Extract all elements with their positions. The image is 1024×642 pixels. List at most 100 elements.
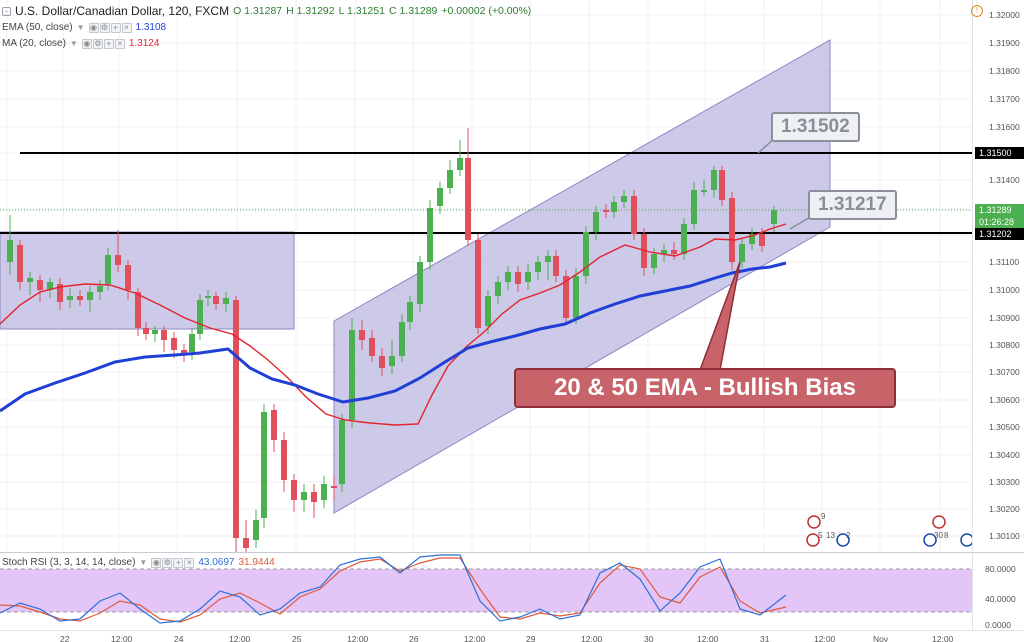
candle-body xyxy=(171,338,177,350)
resistance-price-tag: 1.31500 xyxy=(975,147,1024,159)
stoch-legend-label[interactable]: Stoch RSI (3, 3, 14, 14, close) xyxy=(2,557,136,568)
add-icon[interactable]: + xyxy=(173,557,184,568)
add-icon[interactable]: + xyxy=(103,38,114,49)
indicator-buttons[interactable]: ◉ ⚙ + × xyxy=(81,38,125,49)
stoch-legend[interactable]: Stoch RSI (3, 3, 14, 14, close) ▼ ◉ ⚙ + … xyxy=(2,557,275,568)
ema-legend[interactable]: EMA (50, close) ▼ ◉ ⚙ + × 1.3108 xyxy=(2,22,166,33)
time-tick-label: 12:00 xyxy=(581,634,603,642)
price-chart-pane[interactable]: 9 5 13 2 30 8 5 − U.S. Dollar/Canadian D… xyxy=(0,0,978,552)
ma-legend-value: 1.3124 xyxy=(128,38,160,49)
candle-body xyxy=(349,330,355,420)
ma-legend[interactable]: MA (20, close) ▼ ◉ ⚙ + × 1.3124 xyxy=(2,38,159,49)
price-tick-label: 1.30700 xyxy=(989,367,1020,377)
time-tick-label: 12:00 xyxy=(347,634,369,642)
event-badge-count: 5 xyxy=(818,531,823,540)
candle-body xyxy=(749,234,755,244)
candle-body xyxy=(691,190,697,224)
candle-body xyxy=(759,234,765,246)
candle-body xyxy=(359,330,365,340)
candle-body xyxy=(213,296,219,304)
candle-body xyxy=(339,420,345,484)
event-badge-count: 30 xyxy=(934,531,943,540)
price-tick-label: 1.31100 xyxy=(989,257,1019,267)
economic-event-badges[interactable]: 9 5 13 2 30 8 5 xyxy=(806,512,978,547)
candle-body xyxy=(143,328,149,334)
ma-legend-label[interactable]: MA (20, close) xyxy=(2,38,66,49)
visibility-icon[interactable]: ◉ xyxy=(81,38,92,49)
stoch-rsi-axis[interactable]: 80.0000 40.0000 0.0000 xyxy=(972,552,1024,630)
candle-body xyxy=(27,278,33,282)
candle-body xyxy=(739,244,745,262)
candle-body xyxy=(563,276,569,318)
chevron-down-icon[interactable]: ▼ xyxy=(139,558,148,567)
add-icon[interactable]: + xyxy=(110,22,121,33)
price-tick-label: 1.31900 xyxy=(989,38,1020,48)
collapse-legend-icon[interactable]: − xyxy=(2,6,11,16)
ema-legend-label[interactable]: EMA (50, close) xyxy=(2,22,73,33)
ohlc-high: H 1.31292 xyxy=(286,5,335,17)
candle-body xyxy=(417,262,423,304)
symbol-legend[interactable]: − U.S. Dollar/Canadian Dollar, 120, FXCM… xyxy=(2,4,531,18)
settings-icon[interactable]: ⚙ xyxy=(92,38,103,49)
stoch-axis-canvas: 80.0000 40.0000 0.0000 xyxy=(985,564,1016,630)
price-tick-label: 1.30900 xyxy=(989,313,1020,323)
candle-body xyxy=(631,196,637,234)
chevron-down-icon[interactable]: ▼ xyxy=(69,39,78,48)
candle-body xyxy=(301,492,307,500)
visibility-icon[interactable]: ◉ xyxy=(88,22,99,33)
candle-body xyxy=(97,286,103,292)
candle-body xyxy=(37,280,43,290)
price-callout-upper[interactable]: 1.31502 xyxy=(771,112,860,142)
stoch-d-value: 31.9444 xyxy=(238,557,275,568)
candle-body xyxy=(729,198,735,262)
symbol-title[interactable]: U.S. Dollar/Canadian Dollar, 120, FXCM xyxy=(15,4,230,18)
candle-body xyxy=(545,256,551,262)
candle-body xyxy=(475,240,481,328)
candle-body xyxy=(701,190,707,192)
stoch-rsi-pane[interactable]: Stoch RSI (3, 3, 14, 14, close) ▼ ◉ ⚙ + … xyxy=(0,552,972,630)
rising-channel[interactable] xyxy=(333,39,831,514)
candle-body xyxy=(369,338,375,356)
event-badge-count: 13 xyxy=(826,531,835,540)
settings-icon[interactable]: ⚙ xyxy=(99,22,110,33)
event-badge-count: 9 xyxy=(821,512,826,521)
clock-alert-icon[interactable]: ! xyxy=(971,5,983,17)
stoch-tick-label: 0.0000 xyxy=(985,620,1011,630)
candle-body xyxy=(407,302,413,322)
close-icon[interactable]: × xyxy=(114,38,125,49)
candle-body xyxy=(243,538,249,548)
indicator-buttons[interactable]: ◉ ⚙ + × xyxy=(151,557,195,568)
candle-body xyxy=(281,440,287,480)
indicator-buttons[interactable]: ◉ ⚙ + × xyxy=(88,22,132,33)
time-axis[interactable]: 22 12:00 24 12:00 25 12:00 26 12:00 29 1… xyxy=(0,630,1024,642)
time-tick-label: 29 xyxy=(526,634,536,642)
ohlc-open: O 1.31287 xyxy=(233,5,283,17)
price-tick-label: 1.30600 xyxy=(989,395,1020,405)
chevron-down-icon[interactable]: ▼ xyxy=(76,23,85,32)
price-chart-canvas[interactable]: 9 5 13 2 30 8 5 xyxy=(0,0,978,552)
visibility-icon[interactable]: ◉ xyxy=(151,557,162,568)
time-tick-label: 12:00 xyxy=(111,634,133,642)
stoch-tick-label: 40.0000 xyxy=(985,594,1016,604)
close-icon[interactable]: × xyxy=(121,22,132,33)
settings-icon[interactable]: ⚙ xyxy=(162,557,173,568)
bias-annotation-label[interactable]: 20 & 50 EMA - Bullish Bias xyxy=(514,368,896,408)
close-icon[interactable]: × xyxy=(184,557,195,568)
candle-body xyxy=(233,300,239,538)
candle-body xyxy=(77,296,83,300)
candle-body xyxy=(331,486,337,488)
price-axis[interactable]: 1.32000 1.31900 1.31800 1.31700 1.31600 … xyxy=(972,0,1024,552)
candle-body xyxy=(447,170,453,188)
consolidation-rectangle[interactable] xyxy=(0,231,295,330)
price-callout-lower[interactable]: 1.31217 xyxy=(808,190,897,220)
bar-countdown-tag: 01:26:28 xyxy=(975,216,1024,228)
candle-body xyxy=(465,158,471,240)
price-tick-label: 1.30300 xyxy=(989,477,1020,487)
candle-body xyxy=(661,250,667,254)
candle-body xyxy=(7,240,13,262)
candle-body xyxy=(573,276,579,318)
ohlc-low: L 1.31251 xyxy=(338,5,385,17)
stoch-tick-label: 80.0000 xyxy=(985,564,1016,574)
candle-body xyxy=(189,334,195,352)
stoch-rsi-canvas[interactable] xyxy=(0,553,972,631)
